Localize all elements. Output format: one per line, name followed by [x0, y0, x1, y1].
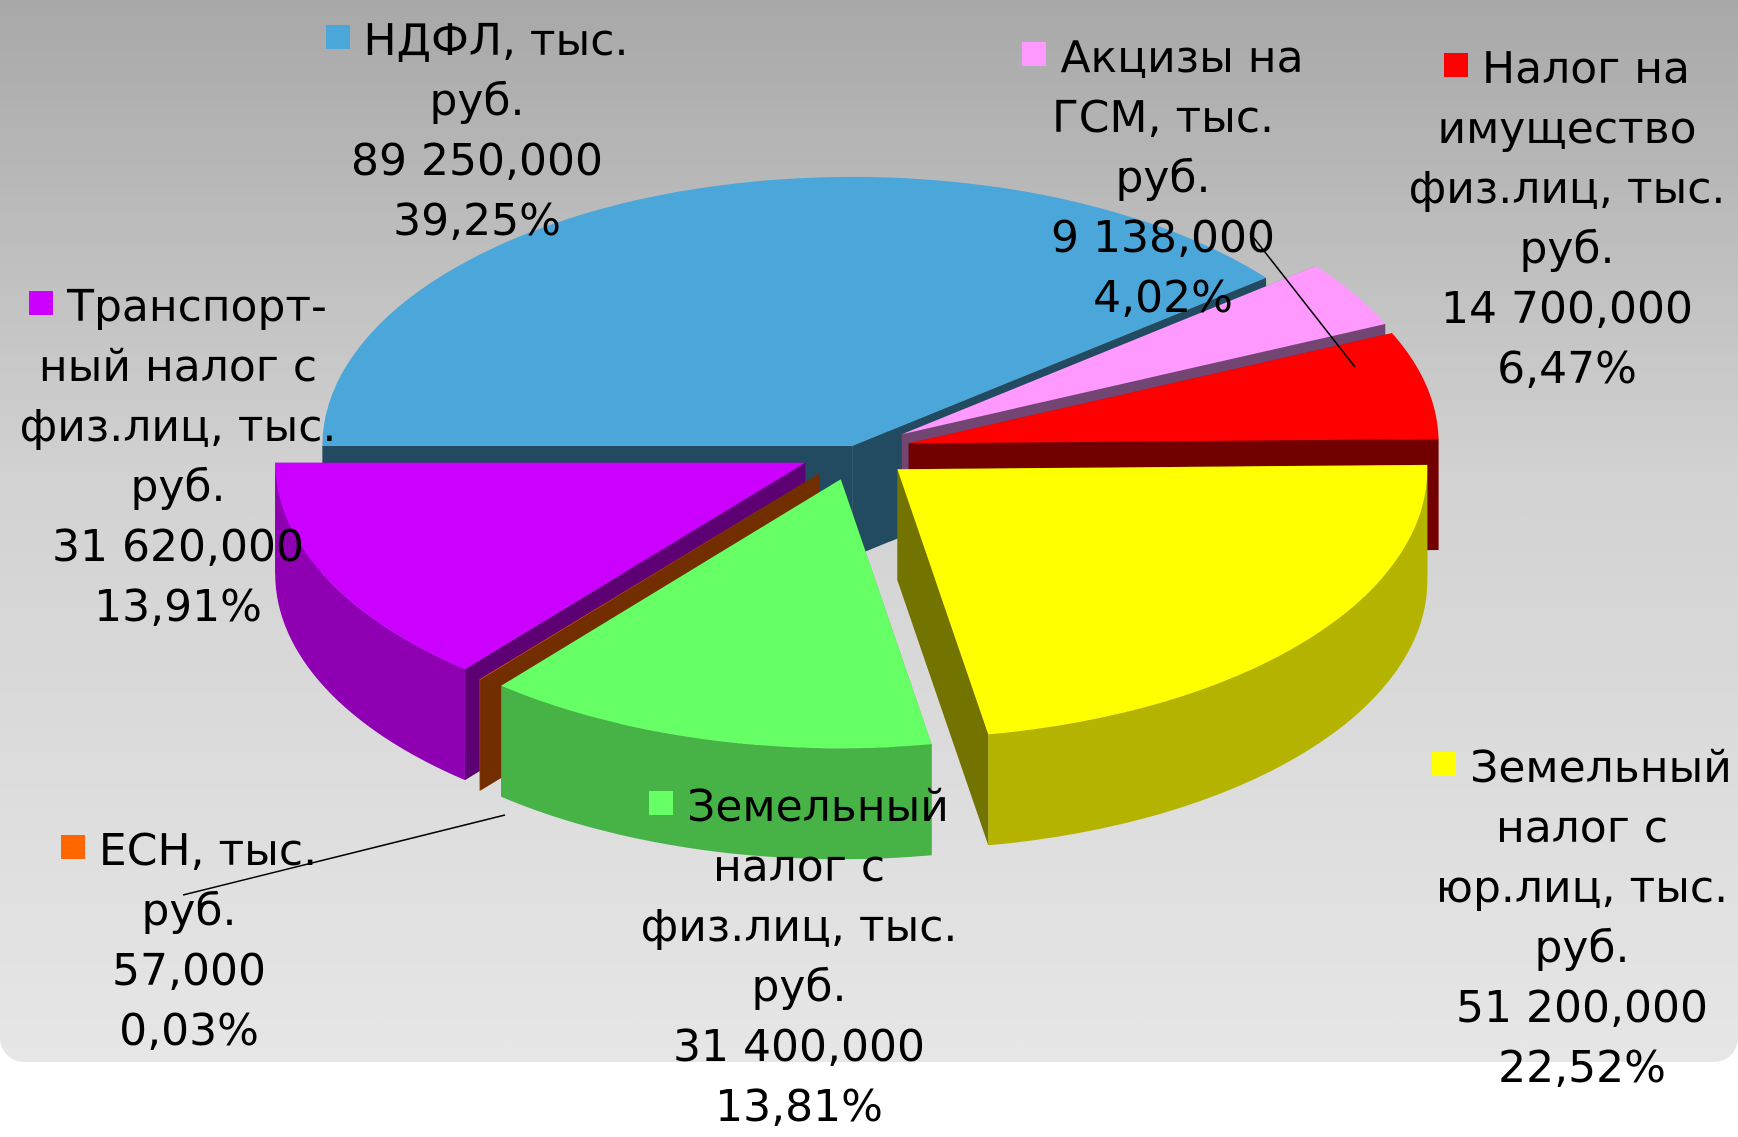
- data-label: Налог на имущество физ.лиц, тыс. руб. 14 …: [1387, 39, 1738, 399]
- legend-swatch: [325, 25, 350, 49]
- value-label: 51 200,000: [1456, 982, 1708, 1033]
- slice: [908, 333, 1439, 444]
- legend-swatch: [60, 835, 85, 859]
- value-label: 14 700,000: [1441, 283, 1693, 334]
- legend-swatch: [29, 291, 54, 315]
- category-label: Земельный налог с физ.лиц, тыс. руб.: [640, 781, 958, 1012]
- leader-line: [182, 814, 506, 896]
- data-label: Земельный налог с юр.лиц, тыс. руб. 51 20…: [1412, 738, 1738, 1098]
- category-label: Налог на имущество физ.лиц, тыс. руб.: [1408, 43, 1726, 274]
- data-label: ЕСН, тыс. руб. 57,000 0,03%: [49, 821, 329, 1061]
- value-label: 31 400,000: [673, 1021, 925, 1072]
- slice-side: [897, 469, 989, 846]
- slice: [897, 464, 1428, 735]
- percent-label: 6,47%: [1497, 343, 1637, 394]
- slice: [322, 176, 1267, 446]
- slice: [901, 266, 1386, 435]
- leader-line: [1249, 232, 1356, 368]
- slice: [479, 473, 820, 680]
- value-label: 57,000: [112, 945, 266, 996]
- data-label: Транспорт-ный налог с физ.лиц, тыс. руб.…: [8, 277, 348, 637]
- value-label: 9 138,000: [1051, 212, 1275, 263]
- legend-swatch: [1022, 42, 1047, 66]
- slice: [275, 462, 806, 670]
- percent-label: 13,91%: [94, 581, 262, 632]
- category-label: Транспорт-ный налог с физ.лиц, тыс. руб.: [19, 281, 337, 512]
- slice: [501, 479, 932, 749]
- data-label: Земельный налог с физ.лиц, тыс. руб. 31 4…: [609, 777, 989, 1137]
- category-label: Земельный налог с юр.лиц, тыс. руб.: [1435, 742, 1732, 973]
- category-label: НДФЛ, тыс. руб.: [363, 15, 629, 126]
- legend-swatch: [1432, 752, 1457, 776]
- percent-label: 0,03%: [119, 1005, 259, 1056]
- slice-wall: [501, 685, 932, 860]
- slice-wall: [275, 462, 465, 781]
- category-label: ЕСН, тыс. руб.: [98, 825, 318, 936]
- value-label: 89 250,000: [351, 135, 603, 186]
- percent-label: 13,81%: [715, 1081, 883, 1132]
- percent-label: 22,52%: [1498, 1042, 1666, 1093]
- percent-label: 4,02%: [1093, 272, 1233, 323]
- percent-label: 39,25%: [393, 195, 561, 246]
- category-label: Акцизы на ГСМ, тыс. руб.: [1051, 32, 1304, 203]
- value-label: 31 620,000: [52, 521, 304, 572]
- slice-wall: [479, 679, 481, 791]
- legend-swatch: [649, 791, 674, 815]
- legend-swatch: [1444, 53, 1469, 77]
- data-label: НДФЛ, тыс. руб. 89 250,000 39,25%: [322, 11, 632, 251]
- slice-wall: [988, 469, 1428, 846]
- data-label: Акцизы на ГСМ, тыс. руб. 9 138,000 4,02%: [1013, 28, 1313, 328]
